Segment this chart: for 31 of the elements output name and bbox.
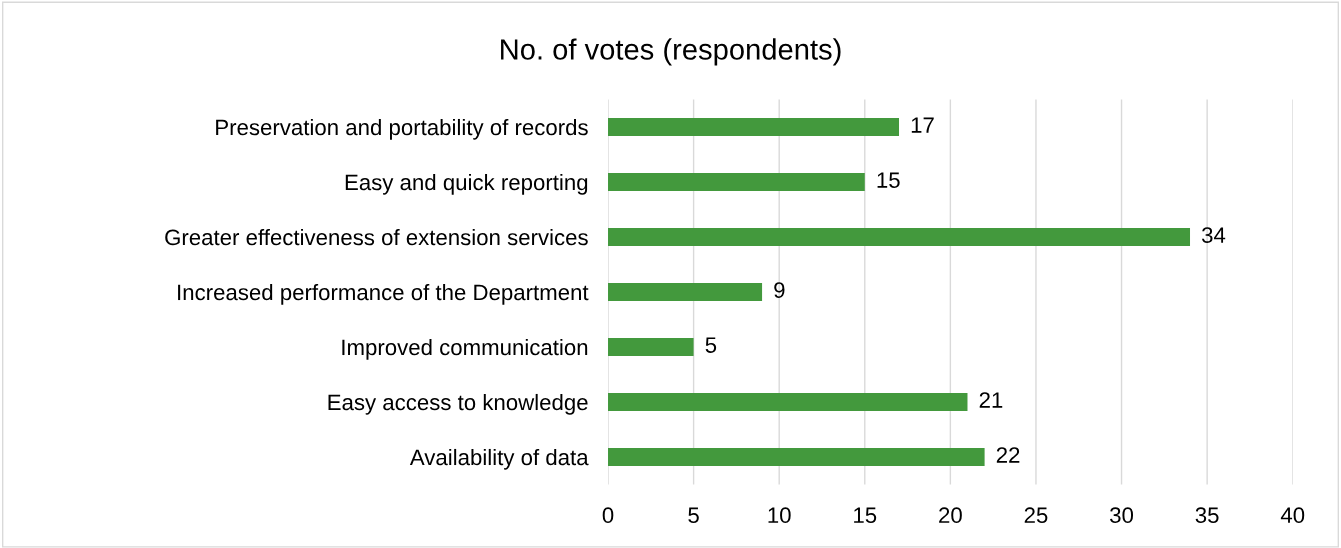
data-label: 9 <box>774 282 785 298</box>
bar <box>608 117 900 137</box>
bar <box>608 447 985 467</box>
y-tick-label: Easy and quick reporting <box>345 173 588 195</box>
data-label: 22 <box>996 447 1020 463</box>
x-tick-label: 0 <box>602 507 614 524</box>
y-tick-label: Preservation and portability of records <box>216 118 588 140</box>
y-tick-label: Availability of data <box>409 448 589 470</box>
data-label: 5 <box>705 337 717 353</box>
y-tick-label: Improved communication <box>342 338 588 360</box>
x-tick-label: 35 <box>1195 507 1219 524</box>
y-tick-label: Greater effectiveness of extension services <box>165 228 588 246</box>
x-tick-label: 40 <box>1280 507 1305 524</box>
y-tick-label: Increased performance of the Department <box>178 283 589 305</box>
data-label: 34 <box>1201 227 1226 243</box>
bar <box>608 172 865 192</box>
bar <box>608 282 763 302</box>
bar <box>608 392 968 412</box>
x-tick-label: 15 <box>854 507 877 524</box>
chart-title: No. of votes (respondents) <box>501 38 841 66</box>
x-tick-label: 30 <box>1110 507 1134 524</box>
data-label: 21 <box>979 392 1003 408</box>
data-label: 17 <box>911 117 934 133</box>
y-tick-label: Easy access to knowledge <box>328 393 588 415</box>
x-tick-label: 25 <box>1024 507 1048 524</box>
bar <box>608 227 1191 247</box>
bar <box>608 337 694 357</box>
x-tick-label: 5 <box>688 507 699 524</box>
x-tick-label: 10 <box>768 507 791 524</box>
x-tick-label: 20 <box>939 507 962 524</box>
data-label: 15 <box>877 172 900 188</box>
